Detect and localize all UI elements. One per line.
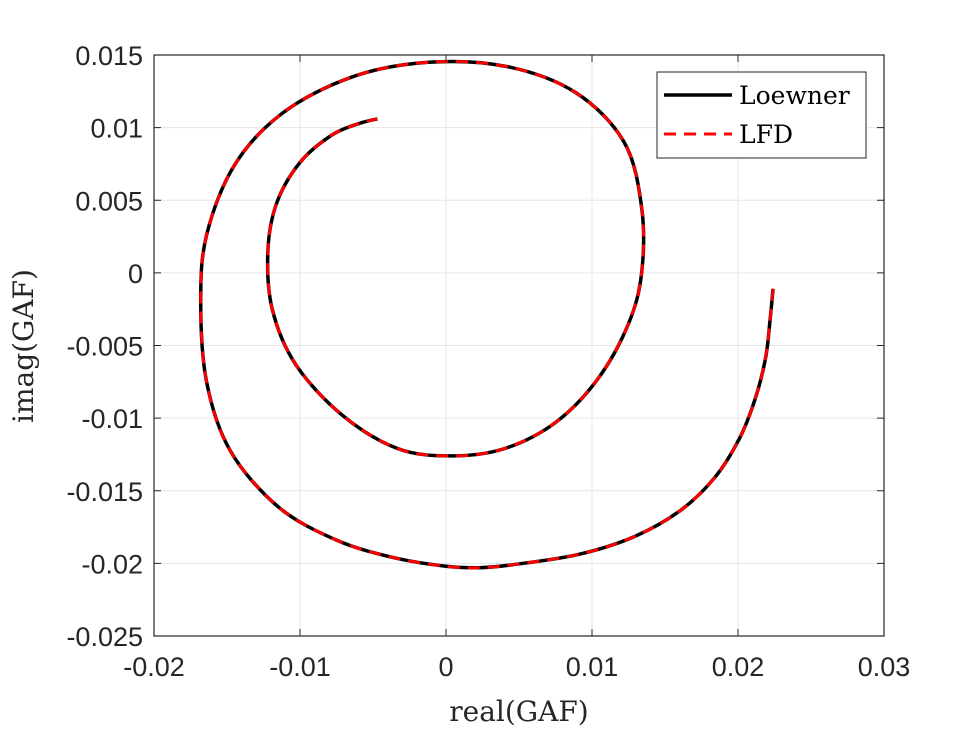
- x-tick-label: -0.01: [269, 652, 331, 682]
- y-tick-label: 0.005: [75, 186, 143, 216]
- legend: Loewner LFD: [656, 71, 867, 159]
- x-tick-label: 0.02: [712, 652, 765, 682]
- y-tick-label: -0.02: [81, 549, 143, 579]
- y-tick-label: -0.005: [66, 332, 143, 362]
- y-tick-label: 0.015: [75, 41, 143, 71]
- y-axis-label: imag(GAF): [7, 269, 40, 423]
- y-tick-label: -0.025: [66, 622, 143, 652]
- x-tick-label: 0.01: [566, 652, 619, 682]
- tick-labels: -0.02 -0.01 0 0.01 0.02 0.03-0.025-0.02-0.015…: [66, 41, 910, 682]
- y-tick-label: 0.01: [90, 114, 143, 144]
- y-tick-label: -0.015: [66, 477, 143, 507]
- x-tick-label: 0.03: [858, 652, 911, 682]
- legend-label-loewner: Loewner: [739, 81, 850, 110]
- ticks: [153, 54, 885, 637]
- x-tick-label: -0.02: [123, 652, 185, 682]
- y-tick-label: -0.01: [81, 404, 143, 434]
- legend-box: [656, 71, 867, 159]
- series-layer: [198, 59, 775, 570]
- legend-label-lfd: LFD: [739, 120, 793, 149]
- x-axis-label: real(GAF): [449, 695, 588, 728]
- x-tick-label: 0: [438, 652, 453, 682]
- series-line-lfd: [199, 60, 775, 570]
- y-tick-label: 0: [128, 259, 143, 289]
